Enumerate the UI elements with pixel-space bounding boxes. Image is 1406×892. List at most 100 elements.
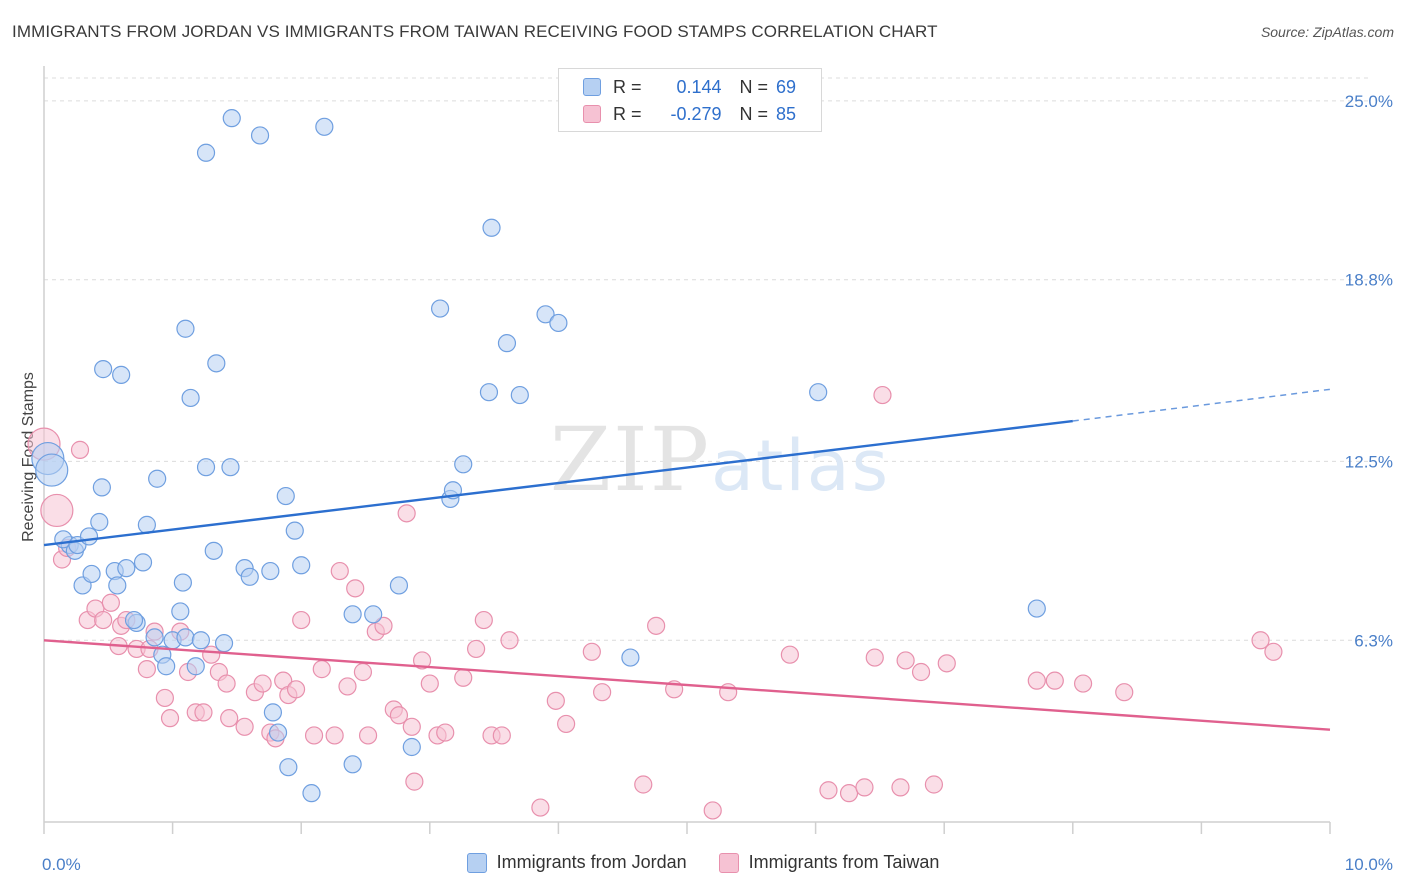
taiwan-point xyxy=(312,660,331,679)
jordan-point xyxy=(112,365,131,384)
jordan-point xyxy=(191,631,210,650)
taiwan-point xyxy=(330,561,349,581)
legend-taiwan-n: 85 xyxy=(776,103,797,124)
taiwan-point xyxy=(389,706,409,725)
jordan-point xyxy=(482,218,501,237)
jordan-point xyxy=(389,576,409,595)
taiwan-point xyxy=(593,683,612,702)
jordan-point xyxy=(222,109,241,128)
jordan-point xyxy=(214,634,234,653)
jordan-point xyxy=(176,628,195,647)
y-tick-label: 12.5% xyxy=(1345,452,1393,471)
legend-jordan-n: 69 xyxy=(776,76,797,97)
jordan-point xyxy=(35,453,69,487)
taiwan-point xyxy=(220,709,239,728)
jordan-point xyxy=(263,703,283,722)
jordan-point xyxy=(402,737,421,757)
jordan-point xyxy=(479,383,499,402)
taiwan-point xyxy=(582,642,601,661)
legend-row-jordan: R = 0.144 N = 69 xyxy=(583,75,796,99)
taiwan-point xyxy=(891,778,910,797)
jordan-point xyxy=(240,567,259,586)
jordan-point xyxy=(90,512,109,532)
taiwan-point xyxy=(94,610,113,630)
taiwan-point xyxy=(1073,674,1093,693)
jordan-point xyxy=(196,458,216,477)
series-legend-jordan: Immigrants from Jordan xyxy=(466,852,687,873)
jordan-point xyxy=(145,628,164,647)
jordan-point xyxy=(621,648,640,667)
jordan-point xyxy=(454,455,473,474)
jordan-point xyxy=(276,486,295,506)
jordan-point xyxy=(207,354,226,373)
watermark-zip: ZIP xyxy=(550,408,711,511)
jordan-legend-label: Immigrants from Jordan xyxy=(496,852,687,872)
jordan-point xyxy=(204,541,223,560)
jordan-point xyxy=(268,723,288,742)
taiwan-point xyxy=(405,772,424,791)
taiwan-point xyxy=(397,504,416,523)
taiwan-point xyxy=(531,798,550,817)
taiwan-point xyxy=(235,717,254,736)
taiwan-point xyxy=(896,651,915,670)
jordan-point xyxy=(94,360,113,379)
legend-n-label: N = xyxy=(739,76,769,97)
taiwan-point xyxy=(304,726,324,745)
taiwan-point xyxy=(647,616,666,635)
series-legend-taiwan: Immigrants from Taiwan xyxy=(718,852,940,873)
taiwan-point xyxy=(937,654,956,673)
taiwan-points xyxy=(27,385,1283,820)
taiwan-point xyxy=(325,726,344,745)
taiwan-point xyxy=(634,775,653,794)
jordan-trend-extension xyxy=(1072,388,1331,422)
jordan-point xyxy=(171,602,190,621)
jordan-point xyxy=(285,521,304,540)
taiwan-point xyxy=(412,651,432,670)
taiwan-point xyxy=(924,775,944,794)
correlation-legend: R = 0.144 N = 69 R = -0.279 N = 85 xyxy=(558,68,822,132)
jordan-point xyxy=(133,553,153,572)
y-tick-label: 25.0% xyxy=(1345,92,1393,111)
grid-lines xyxy=(44,77,1370,641)
jordan-point xyxy=(124,610,144,630)
jordan-point xyxy=(809,383,828,402)
jordan-point xyxy=(176,319,195,338)
jordan-swatch xyxy=(583,78,601,96)
taiwan-point xyxy=(402,717,421,736)
chart-title: IMMIGRANTS FROM JORDAN VS IMMIGRANTS FRO… xyxy=(12,22,938,41)
jordan-point xyxy=(292,556,311,575)
taiwan-point xyxy=(101,593,120,612)
legend-jordan-r: 0.144 xyxy=(676,76,722,97)
taiwan-point xyxy=(292,610,311,630)
taiwan-point xyxy=(1045,671,1064,690)
taiwan-point xyxy=(286,680,306,699)
taiwan-point xyxy=(338,677,357,696)
jordan-point xyxy=(79,527,99,546)
jordan-point xyxy=(549,313,568,333)
taiwan-point xyxy=(217,674,236,693)
legend-r-label: R = xyxy=(613,103,642,124)
taiwan-point xyxy=(346,579,365,598)
taiwan-point xyxy=(160,709,180,728)
taiwan-trend-line xyxy=(43,639,1331,731)
jordan-point xyxy=(279,758,298,777)
legend-r-label: R = xyxy=(613,76,642,97)
jordan-point xyxy=(82,564,101,584)
jordan-point xyxy=(196,143,216,162)
taiwan-point xyxy=(194,703,213,722)
jordan-point xyxy=(536,305,555,324)
taiwan-point xyxy=(436,723,455,742)
jordan-point xyxy=(302,784,321,803)
jordan-point xyxy=(250,126,270,145)
taiwan-legend-label: Immigrants from Taiwan xyxy=(748,852,940,872)
jordan-points xyxy=(31,109,1046,803)
taiwan-point xyxy=(70,440,90,459)
jordan-point xyxy=(186,657,205,676)
jordan-point xyxy=(181,388,200,408)
taiwan-point xyxy=(466,639,486,659)
taiwan-point xyxy=(155,688,174,708)
taiwan-point xyxy=(546,691,565,710)
taiwan-point xyxy=(137,660,156,679)
series-legend: Immigrants from Jordan Immigrants from T… xyxy=(0,852,1406,873)
